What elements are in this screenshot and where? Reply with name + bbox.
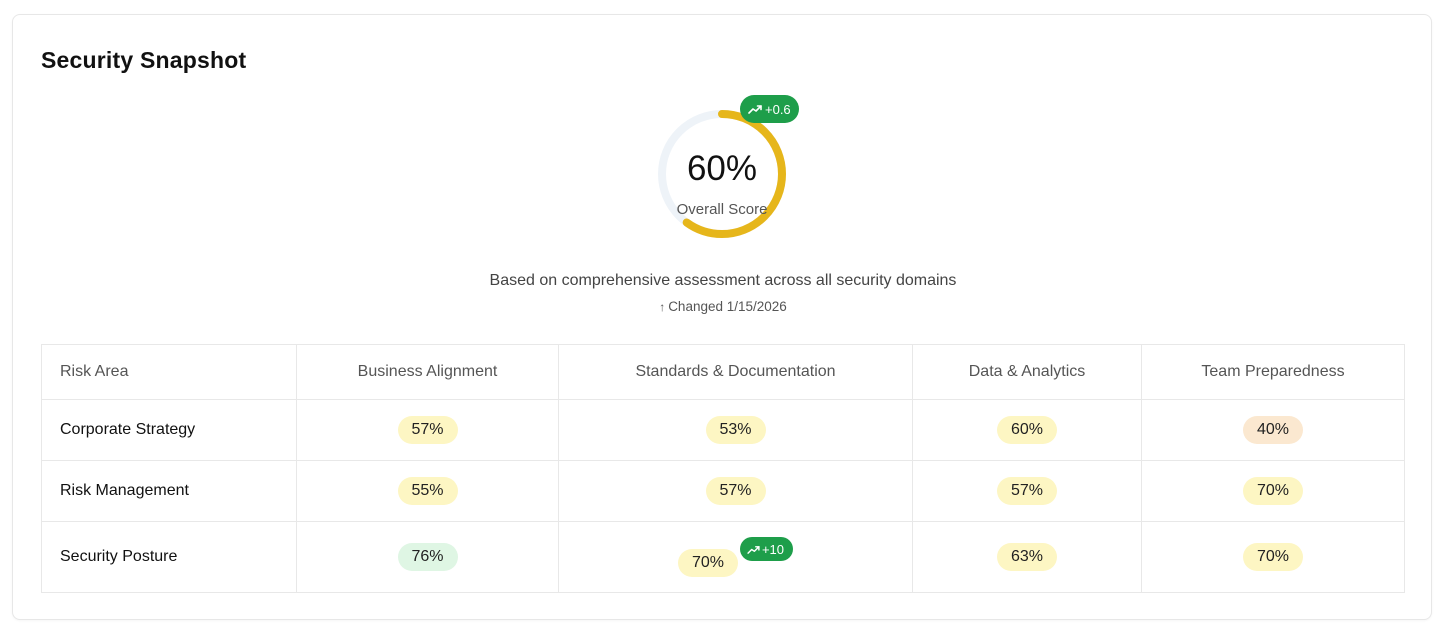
gauge-fill: [658, 110, 786, 238]
score-delta-value: +0.6: [765, 101, 791, 117]
score-pill: 40%: [1243, 416, 1303, 444]
table-row: Corporate Strategy 57% 53% 60% 40%: [41, 399, 1405, 461]
risk-area-name: Security Posture: [41, 521, 297, 593]
score-delta-badge: +0.6: [740, 95, 799, 123]
overall-score-label: Overall Score: [676, 201, 768, 218]
score-delta-value: +10: [761, 541, 785, 557]
score-pill: 60%: [997, 416, 1057, 444]
trending-up-icon: [748, 105, 762, 114]
column-header-business-alignment: Business Alignment: [296, 344, 559, 400]
score-cell: 70% +10: [558, 521, 913, 593]
score-pill: 63%: [997, 543, 1057, 571]
risk-area-table: Risk Area Business Alignment Standards &…: [41, 344, 1405, 593]
score-cell: 57%: [558, 460, 913, 522]
overall-score-value: 60%: [686, 149, 758, 188]
overall-score-gauge: 60% Overall Score: [655, 107, 789, 241]
risk-area-name: Corporate Strategy: [41, 399, 297, 461]
score-pill: 70%: [1243, 543, 1303, 571]
page-title: Security Snapshot: [41, 47, 247, 73]
score-delta-badge: +10: [739, 537, 794, 561]
score-cell: 70%: [1141, 521, 1405, 593]
score-cell: 55%: [296, 460, 559, 522]
score-cell: 40%: [1141, 399, 1405, 461]
score-cell: 53%: [558, 399, 913, 461]
score-pill: 57%: [705, 477, 766, 505]
score-pill: 76%: [397, 543, 458, 571]
score-pill: 55%: [397, 477, 458, 505]
trending-up-icon: [747, 545, 760, 554]
table-row: Security Posture 76% 70% +10: [41, 521, 1405, 593]
changed-date-text: Changed 1/15/2026: [668, 299, 787, 314]
score-cell: 70%: [1141, 460, 1405, 522]
score-pill: 53%: [705, 416, 766, 444]
table-header-row: Risk Area Business Alignment Standards &…: [41, 344, 1405, 400]
score-with-delta: 70% +10: [677, 537, 794, 577]
score-pill: 70%: [677, 549, 738, 577]
score-pill: 57%: [997, 477, 1057, 505]
assessment-description: Based on comprehensive assessment across…: [489, 272, 957, 289]
column-header-risk-area: Risk Area: [41, 344, 297, 400]
arrow-up-icon: ↑: [659, 300, 666, 314]
score-cell: 57%: [912, 460, 1142, 522]
column-header-standards-documentation: Standards & Documentation: [558, 344, 913, 400]
risk-area-name: Risk Management: [41, 460, 297, 522]
table-row: Risk Management 55% 57% 57% 70%: [41, 460, 1405, 522]
column-header-data-analytics: Data & Analytics: [912, 344, 1142, 400]
score-pill: 70%: [1243, 477, 1303, 505]
gauge-ring: [658, 110, 786, 238]
score-cell: 63%: [912, 521, 1142, 593]
score-pill: 57%: [397, 416, 458, 444]
score-cell: 76%: [296, 521, 559, 593]
column-header-team-preparedness: Team Preparedness: [1141, 344, 1405, 400]
score-cell: 60%: [912, 399, 1142, 461]
score-cell: 57%: [296, 399, 559, 461]
security-snapshot-card: Security Snapshot 60% Overall Score +0.6…: [12, 14, 1432, 620]
changed-date: ↑ Changed 1/15/2026: [13, 299, 1433, 314]
